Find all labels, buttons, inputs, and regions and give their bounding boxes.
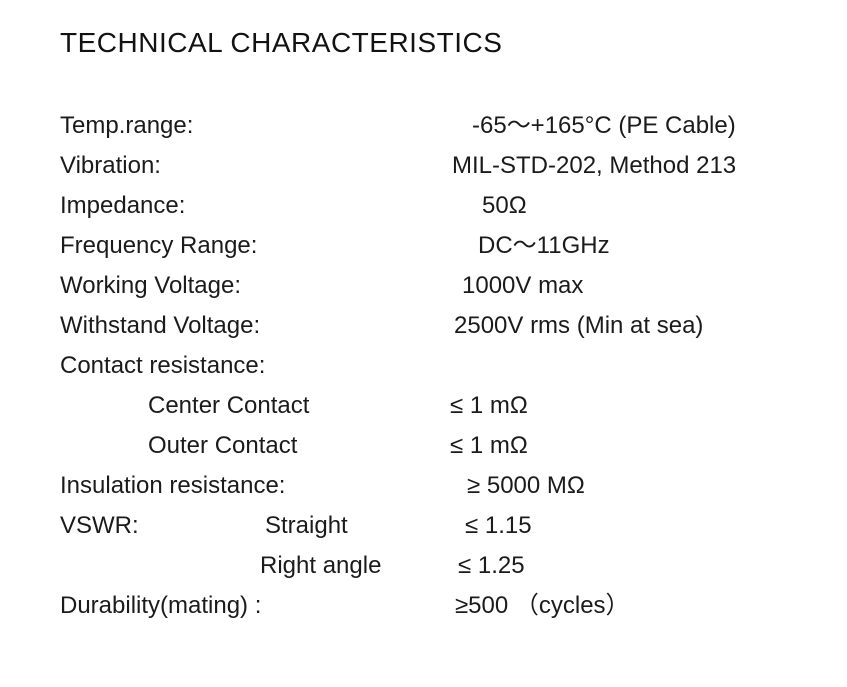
spec-label: Center Contact xyxy=(148,392,310,419)
spec-value: 2500V rms (Min at sea) xyxy=(454,312,704,339)
spec-row-withstand-voltage: Withstand Voltage: 2500V rms (Min at sea… xyxy=(60,306,830,346)
spec-row-working-voltage: Working Voltage: 1000V max xyxy=(60,266,830,306)
spec-label: Working Voltage: xyxy=(60,272,241,299)
spec-sublabel: Straight xyxy=(265,512,348,539)
spec-label: Temp.range: xyxy=(60,112,194,139)
spec-row-center-contact: Center Contact ≤ 1 mΩ xyxy=(60,386,830,426)
spec-row-vibration: Vibration: MIL-STD-202, Method 213 xyxy=(60,146,830,186)
spec-label: Withstand Voltage: xyxy=(60,312,261,339)
spec-table: Temp.range: -65～+165°C (PE Cable) Vibrat… xyxy=(60,106,830,626)
spec-label: VSWR: xyxy=(60,512,139,539)
page-title: TECHNICAL CHARACTERISTICS xyxy=(60,27,503,58)
spec-value: 1000V max xyxy=(462,272,584,299)
spec-value: ≤ 1 mΩ xyxy=(450,432,528,459)
spec-row-durability: Durability(mating) : ≥500 （cycles） xyxy=(60,586,830,626)
spec-label: Insulation resistance: xyxy=(60,472,286,499)
spec-value: 50Ω xyxy=(482,192,527,219)
spec-value: ≤ 1.15 xyxy=(465,512,532,539)
spec-label: Frequency Range: xyxy=(60,232,258,259)
spec-row-frequency-range: Frequency Range: DC～11GHz xyxy=(60,226,830,266)
spec-label: Durability(mating) : xyxy=(60,592,262,619)
spec-value: ≤ 1.25 xyxy=(458,552,525,579)
spec-value: DC～11GHz xyxy=(478,232,610,259)
spec-value: ≥500 （cycles） xyxy=(455,592,630,619)
spec-row-impedance: Impedance: 50Ω xyxy=(60,186,830,226)
spec-label: Contact resistance: xyxy=(60,352,266,379)
spec-row-outer-contact: Outer Contact ≤ 1 mΩ xyxy=(60,426,830,466)
spec-value: -65～+165°C (PE Cable) xyxy=(472,112,736,139)
spec-value: ≤ 1 mΩ xyxy=(450,392,528,419)
spec-label: Impedance: xyxy=(60,192,186,219)
spec-row-insulation-resistance: Insulation resistance: ≥ 5000 MΩ xyxy=(60,466,830,506)
spec-value: ≥ 5000 MΩ xyxy=(467,472,585,499)
spec-value: MIL-STD-202, Method 213 xyxy=(452,152,737,179)
spec-label: Vibration: xyxy=(60,152,161,179)
spec-row-vswr-right-angle: Right angle ≤ 1.25 xyxy=(60,546,830,586)
spec-label: Outer Contact xyxy=(148,432,298,459)
spec-row-contact-resistance: Contact resistance: xyxy=(60,346,830,386)
spec-row-temp-range: Temp.range: -65～+165°C (PE Cable) xyxy=(60,106,830,146)
spec-row-vswr-straight: VSWR: Straight ≤ 1.15 xyxy=(60,506,830,546)
spec-sublabel: Right angle xyxy=(260,552,382,579)
